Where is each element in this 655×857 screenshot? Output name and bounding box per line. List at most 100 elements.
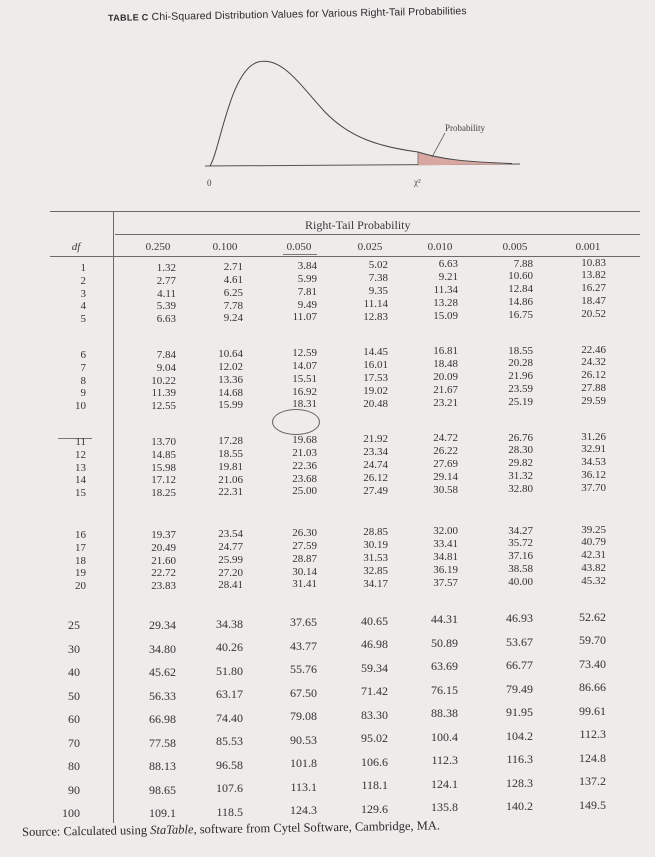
value-cell: 19.81: [218, 460, 243, 473]
value-cell: 11.07: [292, 311, 317, 324]
df-cell: 70: [68, 735, 80, 750]
value-cell: 88.38: [431, 706, 458, 721]
value-cell: 118.5: [216, 804, 243, 819]
value-cell: 6.63: [156, 313, 176, 326]
value-cell: 43.77: [290, 638, 317, 653]
value-cell: 23.83: [151, 580, 176, 593]
value-cell: 32.00: [433, 525, 458, 538]
value-cell: 18.48: [433, 358, 458, 371]
value-cell: 52.62: [579, 609, 606, 624]
value-cell: 7.78: [223, 299, 243, 312]
value-cell: 12.02: [218, 360, 243, 373]
value-cell: 7.84: [156, 349, 176, 361]
value-cell: 24.74: [363, 458, 388, 471]
value-cell: 26.30: [292, 527, 317, 540]
value-cell: 37.65: [290, 615, 317, 630]
value-cell: 21.03: [292, 447, 317, 459]
column-header: 0.005: [502, 241, 528, 253]
df-cell: 12: [75, 448, 86, 461]
value-cell: 106.6: [361, 754, 388, 769]
pen-circle-1831: [272, 409, 320, 435]
value-cell: 50.89: [431, 635, 458, 650]
value-cell: 27.59: [292, 540, 317, 552]
value-cell: 23.34: [363, 446, 388, 459]
value-cell: 34.80: [149, 641, 176, 656]
value-cell: 79.49: [506, 681, 533, 696]
value-cell: 129.6: [361, 801, 388, 816]
df-cell: 80: [68, 759, 80, 773]
value-cell: 27.69: [433, 458, 458, 470]
df-column-rule: [113, 211, 114, 823]
value-cell: 14.45: [363, 346, 388, 359]
df-cell: 7: [80, 361, 87, 374]
value-cell: 27.49: [363, 484, 388, 497]
value-cell: 40.26: [216, 640, 243, 655]
probability-pointer: [431, 132, 446, 158]
value-cell: 14.86: [508, 295, 533, 308]
value-cell: 44.31: [431, 612, 458, 627]
value-cell: 7.38: [368, 272, 388, 285]
value-cell: 5.99: [297, 273, 317, 285]
value-cell: 22.36: [292, 459, 317, 472]
value-cell: 19.37: [151, 529, 176, 541]
value-cell: 91.95: [506, 705, 533, 719]
value-cell: 34.17: [363, 577, 388, 590]
value-cell: 23.68: [292, 472, 317, 485]
value-cell: 100.4: [431, 729, 458, 744]
value-cell: 149.5: [579, 797, 606, 812]
value-cell: 30.19: [363, 539, 388, 552]
value-cell: 37.70: [581, 481, 606, 494]
value-cell: 86.66: [579, 680, 606, 695]
header-bottom-rule: [50, 256, 640, 257]
value-cell: 63.17: [216, 687, 243, 702]
value-cell: 34.38: [216, 616, 243, 631]
value-cell: 1.32: [156, 262, 176, 274]
value-cell: 24.32: [581, 356, 606, 369]
value-cell: 73.40: [579, 656, 606, 671]
value-cell: 112.3: [579, 727, 606, 742]
df-cell: 50: [68, 688, 80, 703]
value-cell: 22.72: [151, 567, 176, 580]
value-cell: 9.21: [438, 271, 458, 284]
df-header: df: [71, 241, 81, 253]
super-header: Right-Tail Probability: [305, 218, 411, 232]
column-header: 0.025: [357, 241, 383, 253]
value-cell: 13.82: [581, 269, 606, 282]
df-cell: 60: [68, 712, 80, 726]
value-cell: 26.12: [363, 471, 388, 484]
value-cell: 85.53: [216, 734, 243, 749]
value-cell: 29.82: [508, 457, 533, 470]
value-cell: 113.1: [290, 779, 317, 794]
value-cell: 88.13: [149, 759, 176, 773]
value-cell: 25.00: [292, 485, 317, 498]
df-cell: 8: [80, 374, 87, 387]
df-cell: 16: [75, 529, 86, 541]
df-cell: 2: [80, 274, 87, 287]
value-cell: 39.25: [581, 523, 606, 536]
value-cell: 43.82: [581, 562, 606, 574]
value-cell: 7.88: [513, 257, 533, 270]
value-cell: 11.14: [363, 297, 388, 310]
right-tail-shading: [418, 152, 510, 166]
df-cell: 40: [68, 665, 80, 679]
value-cell: 29.59: [581, 394, 606, 407]
column-header: 0.250: [145, 241, 171, 253]
value-cell: 95.02: [361, 731, 388, 746]
value-cell: 15.98: [151, 461, 176, 474]
value-cell: 18.55: [508, 344, 533, 357]
source-software: StaTable: [150, 822, 194, 837]
value-cell: 18.31: [292, 398, 317, 411]
value-cell: 26.12: [581, 369, 606, 382]
value-cell: 25.19: [508, 395, 533, 408]
df-cell: 10: [75, 400, 86, 413]
value-cell: 4.61: [223, 273, 243, 286]
source-suffix: , software from Cytel Software, Cambridg…: [193, 818, 441, 837]
header-divider-rule: [115, 234, 640, 235]
value-cell: 15.99: [218, 399, 243, 412]
value-cell: 128.3: [506, 775, 533, 790]
df-cell: 9: [80, 387, 87, 400]
value-cell: 9.49: [297, 298, 317, 311]
df-cell: 13: [75, 461, 86, 474]
value-cell: 40.00: [508, 575, 533, 588]
